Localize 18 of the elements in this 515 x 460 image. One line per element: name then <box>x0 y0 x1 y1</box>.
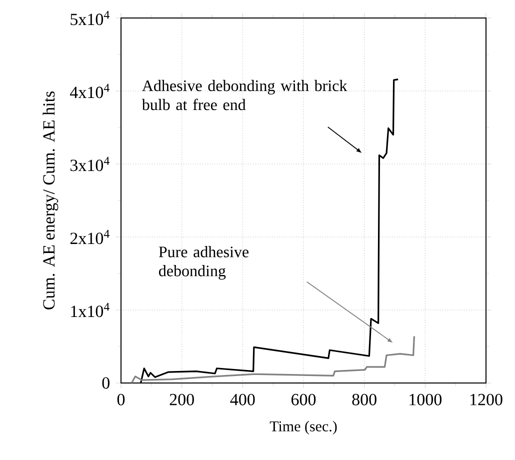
x-tick-label: 1000 <box>410 394 442 406</box>
line-series <box>130 335 416 383</box>
y-tick-label: 1x10$^{4}$ <box>71 302 110 318</box>
y-tick-label: 2x10$^{4}$ <box>70 230 110 244</box>
y-tick-label: 3x10$^{4}$ <box>70 156 110 172</box>
y-tick-label: 4x10$^{4}$ <box>70 84 110 98</box>
x-tick-label: 0 <box>117 394 125 406</box>
x-tick-label: 400 <box>230 394 255 406</box>
x-tick-label: 800 <box>352 394 376 406</box>
y-tick-label: 5x10$^{4}$ <box>70 10 110 26</box>
annotation: Pure adhesive debonding <box>158 246 248 280</box>
annotation: Adhesive debonding with brick bulb at free end <box>142 80 348 110</box>
x-tick-label: 1200 <box>470 394 502 406</box>
x-axis-title: Time (sec.) <box>270 420 337 434</box>
x-tick-label: 200 <box>170 394 194 406</box>
x-tick-label: 600 <box>291 394 316 406</box>
y-tick-label: 0 <box>102 377 110 389</box>
y-axis-title: Cum. AE energy/ Cum. AE hits <box>42 91 58 310</box>
